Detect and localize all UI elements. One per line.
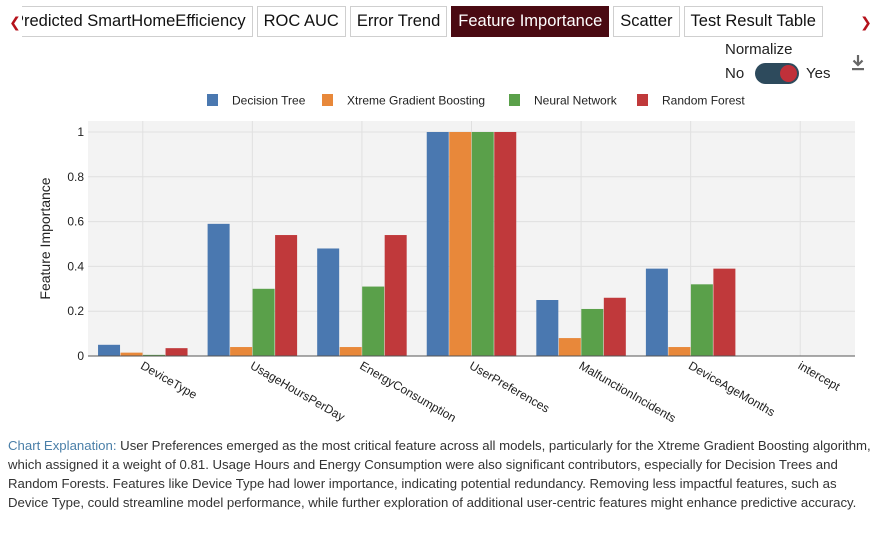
bar bbox=[558, 338, 581, 356]
y-tick-label: 0.8 bbox=[67, 170, 84, 184]
x-tick-label: DeviceType bbox=[138, 358, 200, 402]
toggle-knob bbox=[780, 65, 797, 82]
x-tick-label: MalfunctionIncidents bbox=[577, 358, 679, 425]
bar bbox=[230, 347, 253, 356]
explanation-lead: Chart Explanation: bbox=[8, 438, 117, 453]
normalize-label: Normalize bbox=[725, 41, 793, 58]
tab-scatter[interactable]: Scatter bbox=[613, 6, 680, 37]
legend-label: Neural Network bbox=[534, 94, 618, 108]
y-tick-label: 0.4 bbox=[67, 259, 84, 273]
legend-label: Random Forest bbox=[662, 94, 745, 108]
y-tick-label: 0.6 bbox=[67, 215, 84, 229]
legend-label: Decision Tree bbox=[232, 94, 306, 108]
bar bbox=[581, 308, 604, 356]
tab-feature-importance[interactable]: Feature Importance bbox=[451, 6, 610, 37]
y-axis-label: Feature Importance bbox=[37, 177, 53, 299]
bar bbox=[252, 288, 275, 356]
bar bbox=[120, 352, 143, 356]
y-tick-label: 0.2 bbox=[67, 304, 84, 318]
bar bbox=[426, 132, 449, 356]
bar bbox=[143, 354, 166, 356]
bar bbox=[690, 284, 713, 356]
bar bbox=[165, 348, 188, 356]
bar bbox=[362, 286, 385, 356]
bar bbox=[603, 297, 626, 356]
bar bbox=[207, 223, 230, 356]
normalize-no-label: No bbox=[725, 65, 745, 82]
x-tick-label: UsageHoursPerDay bbox=[248, 358, 347, 423]
legend-swatch bbox=[509, 94, 520, 106]
tabs-list: Predicted SmartHomeEfficiency ROC AUC Erro… bbox=[22, 6, 823, 37]
bar bbox=[384, 235, 407, 356]
bar bbox=[471, 132, 494, 356]
bar bbox=[339, 347, 362, 356]
bar bbox=[645, 268, 668, 356]
chevron-right-icon[interactable]: ❯ bbox=[860, 13, 872, 30]
normalize-yes-label: Yes bbox=[806, 65, 831, 82]
explanation-text: User Preferences emerged as the most cri… bbox=[8, 438, 871, 510]
y-tick-label: 0 bbox=[77, 349, 84, 363]
bar bbox=[668, 347, 691, 356]
legend-label: Xtreme Gradient Boosting bbox=[347, 94, 485, 108]
x-tick-label: EnergyConsumption bbox=[357, 358, 458, 424]
bar bbox=[449, 132, 472, 356]
legend-swatch bbox=[322, 94, 333, 106]
download-icon[interactable] bbox=[850, 54, 866, 72]
normalize-toggle[interactable] bbox=[755, 63, 799, 84]
x-tick-label: UserPreferences bbox=[467, 358, 552, 415]
bar bbox=[98, 344, 121, 356]
tab-error-trend[interactable]: Error Trend bbox=[349, 6, 448, 37]
bar bbox=[536, 300, 559, 356]
tab-bar: ❮ Predicted SmartHomeEfficiency ROC AUC Er… bbox=[0, 0, 883, 42]
bar bbox=[275, 235, 298, 356]
tab-predicted-smarthomeefficiency[interactable]: Predicted SmartHomeEfficiency bbox=[22, 6, 253, 37]
y-tick-label: 1 bbox=[77, 125, 84, 139]
bar bbox=[713, 268, 736, 356]
legend-swatch bbox=[637, 94, 648, 106]
x-tick-label: DeviceAgeMonths bbox=[686, 358, 777, 419]
legend-swatch bbox=[207, 94, 218, 106]
chevron-left-icon[interactable]: ❮ bbox=[9, 13, 21, 30]
chart-explanation: Chart Explanation: User Preferences emer… bbox=[8, 436, 878, 512]
x-tick-label: intercept bbox=[796, 358, 843, 393]
tabs-viewport: Predicted SmartHomeEfficiency ROC AUC Erro… bbox=[22, 6, 856, 37]
feature-importance-chart: 0 0.2 0.4 0.6 0.8 1 DeviceType UsageHoursPerDay… bbox=[37, 94, 855, 425]
bar bbox=[494, 132, 517, 356]
bar bbox=[317, 248, 340, 356]
tab-test-result-table[interactable]: Test Result Table bbox=[683, 6, 823, 37]
tab-roc-auc[interactable]: ROC AUC bbox=[256, 6, 346, 37]
